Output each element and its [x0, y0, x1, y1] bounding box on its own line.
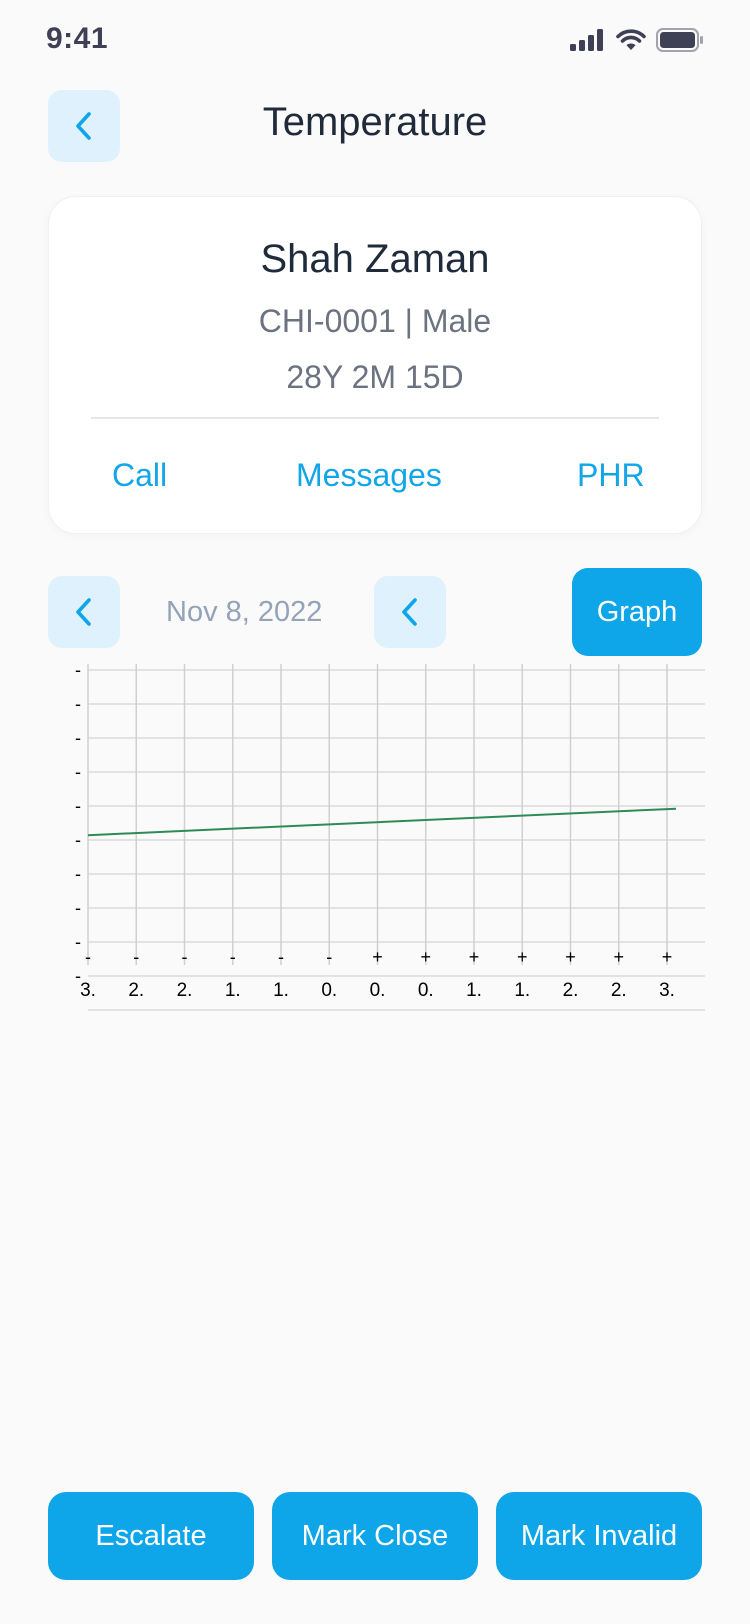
x-tick-sign: - [133, 947, 139, 967]
back-button[interactable] [48, 90, 120, 162]
x-tick-label: 2. [563, 980, 579, 1001]
y-tick-label: - [75, 728, 81, 748]
status-time: 9:41 [46, 22, 109, 55]
y-tick-label: - [75, 932, 81, 952]
escalate-button[interactable]: Escalate [48, 1492, 254, 1580]
patient-card: Shah Zaman CHI-0001 | Male 28Y 2M 15D Ca… [48, 196, 702, 534]
x-tick-sign: - [230, 947, 236, 967]
y-tick-label: - [75, 694, 81, 714]
x-tick-sign: + [372, 947, 383, 967]
y-tick-label: - [75, 830, 81, 850]
patient-meta: CHI-0001 | Male [258, 303, 492, 339]
mark-invalid-button[interactable]: Mark Invalid [496, 1492, 702, 1580]
selected-date: Nov 8, 2022 [166, 596, 323, 628]
patient-name: Shah Zaman [260, 237, 490, 281]
x-tick-label: 2. [611, 980, 627, 1001]
chart-grid [87, 664, 705, 1011]
call-link[interactable]: Call [112, 457, 168, 493]
x-tick-label: 0. [418, 980, 434, 1001]
graph-button[interactable]: Graph [572, 568, 702, 656]
x-tick-sign: + [662, 947, 673, 967]
x-tick-sign: - [326, 947, 332, 967]
status-icons [570, 28, 704, 52]
x-tick-label: 1. [466, 980, 482, 1001]
phr-link[interactable]: PHR [577, 457, 645, 493]
messages-link[interactable]: Messages [296, 457, 442, 493]
x-tick-label: 1. [514, 980, 530, 1001]
signal-icon [570, 29, 603, 51]
x-axis-ticks: - 3. - 2. - 2. - 1. - 1. - 0. +0. +0. +1. +1. +2. +2. +3. [80, 947, 675, 1001]
y-tick-label: - [75, 762, 81, 782]
x-tick-label: 2. [177, 980, 193, 1001]
x-tick-label: 0. [321, 980, 337, 1001]
chevron-left-icon [76, 598, 91, 626]
patient-age: 28Y 2M 15D [286, 359, 464, 395]
chart-series [87, 807, 677, 837]
temperature-chart: ---------- -3.-2.-2.-1.-1.-0.+0.+0.+1.+1… [75, 660, 705, 1011]
y-tick-label: - [75, 660, 81, 680]
y-axis-ticks: - - - - - - - - - - [75, 660, 81, 986]
x-tick-label: 1. [225, 980, 241, 1001]
series-line [87, 807, 677, 837]
x-tick-label: 2. [128, 980, 144, 1001]
x-tick-sign: + [565, 947, 576, 967]
card-divider [91, 417, 659, 419]
x-tick-label: 1. [273, 980, 289, 1001]
y-tick-label: - [75, 898, 81, 918]
x-tick-sign: - [278, 947, 284, 967]
x-tick-sign: - [85, 947, 91, 967]
battery-icon [656, 28, 703, 52]
x-tick-sign: + [420, 947, 431, 967]
x-tick-label: 3. [659, 980, 675, 1001]
y-tick-label: - [75, 796, 81, 816]
x-tick-sign: + [613, 947, 624, 967]
y-tick-label: - [75, 864, 81, 884]
page-title: Temperature [262, 100, 488, 144]
chevron-left-icon [402, 598, 417, 626]
x-tick-label: 0. [370, 980, 386, 1001]
wifi-icon [616, 29, 646, 50]
mark-close-button[interactable]: Mark Close [272, 1492, 478, 1580]
y-tick-label: - [75, 966, 81, 986]
x-tick-sign: - [182, 947, 188, 967]
previous-date-button[interactable] [48, 576, 120, 648]
x-tick-sign: + [469, 947, 480, 967]
chevron-left-icon [76, 112, 91, 140]
x-tick-label: 3. [80, 980, 96, 1001]
x-tick-sign: + [517, 947, 528, 967]
next-date-button[interactable] [374, 576, 446, 648]
